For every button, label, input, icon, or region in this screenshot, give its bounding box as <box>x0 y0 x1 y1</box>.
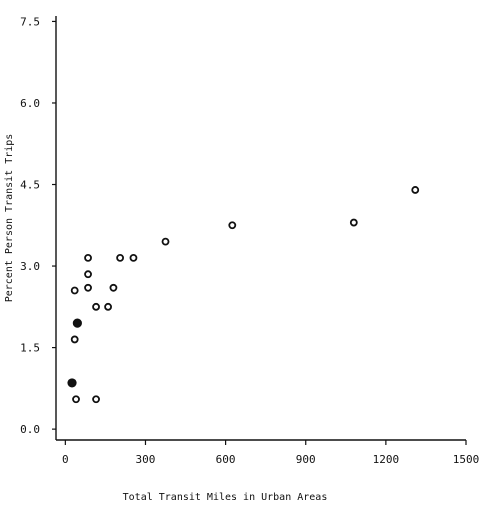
x-tick-label: 1500 <box>453 453 480 466</box>
data-point-open <box>92 302 100 311</box>
x-tick-label: 1200 <box>373 453 400 466</box>
y-tick-label: 0.0 <box>20 423 40 436</box>
data-point-open <box>84 253 92 262</box>
data-point-open <box>129 253 138 262</box>
y-tick-label: 4.5 <box>20 179 40 192</box>
data-point-open <box>411 186 420 194</box>
data-point-open <box>104 302 112 311</box>
ticks: 0.0 1.5 3.0 4.5 6.0 7.5 0 300 600 900 1200 1500 <box>20 15 479 466</box>
y-tick-label: 6.0 <box>20 97 40 110</box>
y-axis-title: Percent Person Transit Trips <box>4 134 15 303</box>
data-point-open <box>70 286 79 295</box>
data-point-open <box>349 218 358 227</box>
x-tick-label: 900 <box>296 453 316 466</box>
data-point-open <box>92 395 100 404</box>
y-tick-label: 3.0 <box>20 260 40 273</box>
x-axis-title: Total Transit Miles in Urban Areas <box>123 492 328 503</box>
data-point-filled <box>72 318 82 328</box>
data-point-open <box>84 283 92 292</box>
data-point-open <box>84 270 92 279</box>
data-point-filled <box>67 378 77 388</box>
y-tick-label: 1.5 <box>20 342 40 355</box>
x-tick-label: 0 <box>62 453 69 466</box>
axes <box>55 16 466 441</box>
data-point-open <box>161 237 170 246</box>
x-tick-label: 300 <box>136 453 156 466</box>
data-point-open <box>70 335 79 344</box>
x-tick-label: 600 <box>216 453 236 466</box>
data-point-open <box>116 253 125 262</box>
data-point-open <box>228 221 237 230</box>
y-tick-label: 7.5 <box>20 15 40 28</box>
data-points <box>67 186 420 404</box>
data-point-open <box>72 395 80 404</box>
data-point-open <box>109 283 118 292</box>
